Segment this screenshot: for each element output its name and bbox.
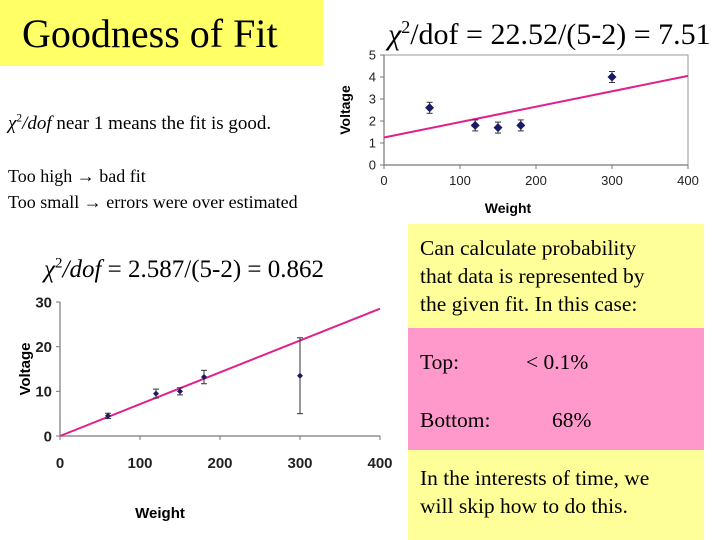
x-tick-label: 100 (449, 173, 471, 188)
y-tick-label: 4 (369, 70, 376, 85)
y-tick-label: 5 (369, 48, 376, 63)
top-chart: 0 1 2 3 4 5 0 100 200 300 400 Weight Voltage (337, 48, 699, 216)
top-value: < 0.1% (526, 350, 589, 374)
too-high-label: Too high (8, 166, 77, 186)
chi-squared-mid-formula: χ2/dof = 2.587/(5-2) = 0.862 (44, 256, 324, 284)
chi-near-one-text: χ2/dof near 1 means the fit is good. (8, 113, 271, 135)
chi-squared-top-formula: χ2/dof = 22.52/(5-2) = 7.51 (388, 18, 711, 52)
skip-box: In the interests of time, we will skip h… (408, 450, 704, 540)
chi-superscript: 2 (401, 17, 411, 37)
too-small-text: Too small → errors were over estimated (8, 192, 298, 213)
data-point (516, 120, 526, 130)
chi-mid-value: = 2.587/(5-2) = 0.862 (101, 256, 325, 283)
y-tick-label: 0 (44, 428, 52, 445)
fit-line (59, 307, 381, 437)
x-tick-label: 100 (127, 455, 152, 472)
data-point (493, 123, 503, 133)
too-high-text: Too high → bad fit (8, 166, 146, 187)
x-axis-label: Weight (135, 505, 185, 522)
chi-symbol: χ (44, 256, 55, 283)
data-point (607, 72, 617, 82)
data-point (105, 412, 111, 419)
probability-line-2: that data is represented by (420, 264, 645, 288)
top-label: Top: (420, 350, 460, 374)
bottom-value: 68% (552, 408, 592, 432)
dof-label: /dof (62, 256, 102, 283)
slide-title: Goodness of Fit (22, 11, 278, 56)
x-tick-label: 0 (380, 173, 387, 188)
arrow-right-icon: → (76, 166, 95, 186)
dof-label: /dof (410, 18, 459, 51)
y-axis-label: Voltage (337, 85, 353, 135)
skip-line-2: will skip how to do this. (420, 494, 628, 518)
x-tick-label: 200 (207, 455, 232, 472)
chi-superscript: 2 (16, 112, 23, 125)
y-tick-label: 30 (35, 294, 52, 311)
probability-results-box: Top: < 0.1% Bottom: 68% (408, 328, 704, 450)
skip-line-1: In the interests of time, we (420, 466, 650, 490)
x-tick-label: 400 (367, 455, 392, 472)
fit-line (383, 74, 689, 139)
chi-top-value: = 22.52/(5-2) = 7.51 (458, 18, 711, 51)
x-tick-label: 300 (287, 455, 312, 472)
too-small-rest: errors were over estimated (101, 192, 298, 212)
title-banner: Goodness of Fit (0, 0, 326, 66)
bottom-label: Bottom: (420, 408, 491, 432)
too-high-rest: bad fit (94, 166, 146, 186)
chi-symbol: χ (388, 18, 402, 51)
chi-superscript: 2 (55, 255, 63, 272)
x-tick-label: 400 (677, 173, 699, 188)
arrow-right-icon: → (83, 192, 102, 212)
x-tick-label: 200 (525, 173, 547, 188)
x-axis-label: Weight (485, 200, 532, 216)
x-tick-label: 0 (56, 455, 64, 472)
y-axis-label: Voltage (17, 342, 34, 395)
probability-box: Can calculate probability that data is r… (408, 224, 704, 328)
probability-line-1: Can calculate probability (420, 236, 637, 260)
x-tick-label: 300 (601, 173, 623, 188)
chi-symbol: χ (8, 113, 17, 134)
probability-line-3: the given fit. In this case: (420, 292, 638, 316)
y-tick-label: 2 (369, 114, 376, 129)
y-tick-label: 3 (369, 92, 376, 107)
y-tick-label: 0 (369, 158, 376, 173)
y-tick-label: 1 (369, 136, 376, 151)
data-point (177, 388, 183, 395)
data-point (425, 103, 435, 113)
dof-label: /dof (22, 113, 52, 134)
too-small-label: Too small (8, 192, 84, 212)
data-point (470, 120, 480, 130)
y-tick-label: 10 (35, 384, 52, 401)
y-tick-label: 20 (35, 339, 52, 356)
data-point (201, 374, 207, 381)
chi-near-rest: near 1 means the fit is good. (51, 113, 272, 134)
data-point (297, 372, 303, 379)
data-point (153, 390, 159, 397)
